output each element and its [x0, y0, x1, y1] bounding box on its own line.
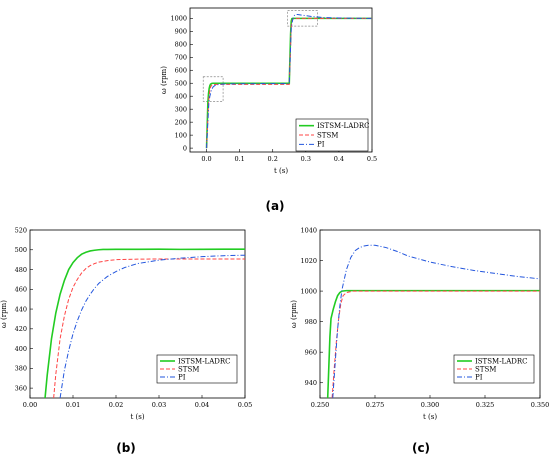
series-line-pi — [332, 244, 540, 398]
y-tick-label: 100 — [175, 131, 187, 139]
panel-caption: (b) — [116, 441, 136, 455]
y-tick-label: 0 — [183, 144, 187, 152]
x-tick-label: 0.05 — [238, 401, 252, 409]
series-group — [205, 13, 372, 149]
y-tick-label: 940 — [305, 379, 317, 387]
x-tick-label: 0.5 — [367, 155, 377, 163]
x-tick-label: 0.350 — [531, 401, 550, 409]
y-tick-label: 440 — [15, 305, 27, 313]
y-tick-label: 960 — [305, 348, 317, 356]
legend-label: PI — [475, 373, 483, 381]
y-tick-label: 460 — [15, 286, 27, 294]
y-tick-label: 1000 — [170, 15, 187, 23]
y-tick-label: 520 — [15, 226, 27, 234]
x-tick-label: 0.3 — [301, 155, 311, 163]
legend-label: STSM — [317, 131, 338, 139]
panel-caption: (c) — [412, 441, 430, 455]
y-tick-label: 600 — [175, 67, 187, 75]
y-tick-label: 400 — [15, 345, 27, 353]
panel-caption: (a) — [265, 199, 284, 213]
chart-a: 0.0 0.1 0.2 0.3 0.4 0.5 0 100 200 300 400 500 600 700… — [160, 7, 377, 213]
x-tick-label: 0.02 — [109, 401, 123, 409]
zoom-box — [202, 76, 224, 102]
y-tick-label: 1020 — [300, 257, 317, 265]
x-axis-label: t (s) — [274, 167, 288, 175]
x-tick-label: 0.1 — [234, 155, 244, 163]
x-tick-label: 0.325 — [476, 401, 495, 409]
y-tick-label: 300 — [175, 105, 187, 113]
y-tick-label: 420 — [15, 325, 27, 333]
legend-label: PI — [317, 141, 325, 149]
series-line-stsm — [206, 17, 372, 149]
x-tick-label: 0.2 — [268, 155, 278, 163]
y-tick-label: 400 — [175, 93, 187, 101]
x-tick-label: 0.275 — [366, 401, 385, 409]
series-group — [326, 244, 540, 398]
y-tick-label: 360 — [15, 384, 27, 392]
chart-b: 0.00 0.01 0.02 0.03 0.04 0.05 360 380 400 420 440 4… — [0, 226, 252, 455]
y-tick-label: 800 — [175, 41, 187, 49]
x-axis-label: t (s) — [423, 413, 437, 421]
x-tick-label: 0.300 — [421, 401, 440, 409]
y-tick-label: 480 — [15, 266, 27, 274]
legend-label: PI — [178, 373, 186, 381]
series-line-pi — [59, 254, 245, 398]
x-tick-label: 0.0 — [201, 155, 211, 163]
y-tick-label: 1000 — [300, 287, 317, 295]
series-line-istsm-ladrc — [44, 248, 245, 398]
y-tick-label: 380 — [15, 365, 27, 373]
y-axis-label: ω (rpm) — [0, 300, 8, 328]
x-tick-label: 0.04 — [195, 401, 209, 409]
y-tick-label: 200 — [175, 118, 187, 126]
series-line-stsm — [53, 258, 245, 398]
legend-label: ISTSM-LADRC — [475, 357, 528, 365]
x-tick-label: 0.250 — [311, 401, 330, 409]
y-tick-label: 700 — [175, 54, 187, 62]
y-tick-label: 500 — [15, 246, 27, 254]
x-tick-label: 0.4 — [334, 155, 344, 163]
x-tick-label: 0.03 — [152, 401, 166, 409]
y-tick-label: 980 — [305, 318, 317, 326]
legend-label: STSM — [178, 365, 199, 373]
legend-box — [453, 354, 535, 384]
legend-label: ISTSM-LADRC — [317, 122, 370, 130]
series-group — [44, 248, 245, 398]
series-line-pi — [206, 13, 372, 149]
x-tick-label: 0.00 — [23, 401, 37, 409]
y-tick-label: 900 — [175, 28, 187, 36]
x-axis-label: t (s) — [130, 413, 144, 421]
y-axis-label: ω (rpm) — [290, 300, 298, 328]
legend-label: STSM — [475, 365, 496, 373]
x-tick-label: 0.01 — [66, 401, 80, 409]
zoom-box — [287, 10, 318, 27]
chart-c: 0.250 0.275 0.300 0.325 0.350 940 960 980 1000 10… — [290, 226, 549, 455]
legend-label: ISTSM-LADRC — [178, 357, 231, 365]
legend-box — [156, 354, 238, 384]
y-axis-label: ω (rpm) — [160, 66, 168, 94]
y-tick-label: 500 — [175, 80, 187, 88]
y-tick-label: 1040 — [300, 226, 317, 234]
